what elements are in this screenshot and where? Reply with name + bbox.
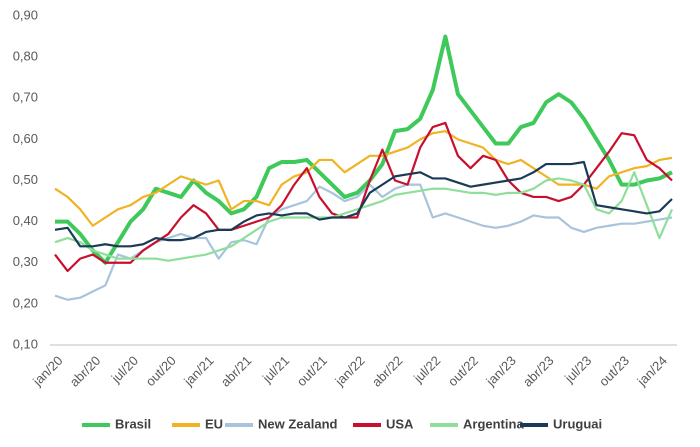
x-tick-label: jan/21 — [180, 353, 216, 389]
series-line — [54, 130, 673, 227]
y-tick-label: 0,10 — [13, 336, 38, 351]
y-tick-label: 0,20 — [13, 295, 38, 310]
x-tick-label: jul/21 — [259, 353, 292, 386]
x-tick-label: jul/20 — [108, 353, 141, 386]
x-tick-label: jan/20 — [29, 353, 65, 389]
y-tick-label: 0,40 — [13, 213, 38, 228]
x-tick-label: abr/23 — [520, 353, 557, 390]
legend-label: New Zealand — [258, 416, 338, 431]
legend-label: Argentina — [463, 416, 524, 431]
x-tick-label: abr/20 — [67, 353, 104, 390]
x-tick-label: jan/22 — [331, 353, 367, 389]
y-tick-label: 0,60 — [13, 131, 38, 146]
x-tick-label: jan/23 — [482, 353, 518, 389]
x-tick-label: jul/22 — [410, 353, 443, 386]
series-line — [54, 160, 673, 248]
x-tick-label: abr/21 — [218, 353, 255, 390]
x-tick-label: out/20 — [143, 353, 179, 389]
legend-label: Uruguai — [553, 416, 602, 431]
x-tick-label: jul/23 — [561, 353, 594, 386]
y-tick-label: 0,30 — [13, 254, 38, 269]
legend-label: USA — [386, 416, 414, 431]
series-line — [54, 171, 674, 262]
y-tick-label: 0,90 — [13, 7, 38, 22]
y-tick-label: 0,80 — [13, 49, 38, 64]
legend-label: EU — [205, 416, 223, 431]
y-tick-label: 0,70 — [13, 90, 38, 105]
x-tick-label: out/23 — [596, 353, 632, 389]
x-tick-label: abr/22 — [369, 353, 406, 390]
x-tick-label: jan/24 — [634, 353, 670, 389]
x-tick-label: out/22 — [445, 353, 481, 389]
series-line — [55, 34, 673, 265]
x-tick-label: out/21 — [294, 353, 330, 389]
series-line — [54, 121, 673, 273]
legend-label: Brasil — [115, 416, 151, 431]
y-tick-label: 0,50 — [13, 172, 38, 187]
